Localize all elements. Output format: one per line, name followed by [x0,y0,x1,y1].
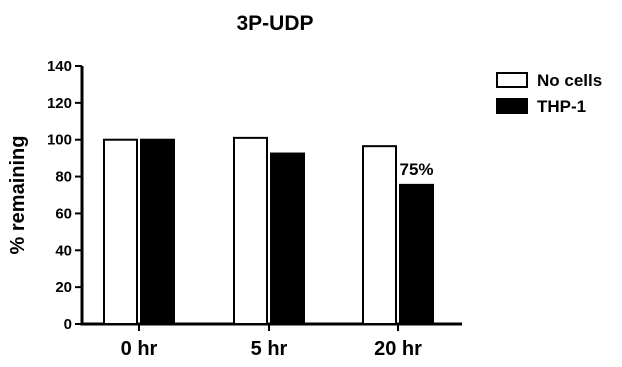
bar-thp-1 [270,152,305,325]
y-tick-label: 40 [55,242,72,259]
legend-label: No cells [537,71,602,90]
legend-swatch-thp-1 [496,98,528,114]
chart-title: 3P-UDP [236,12,313,35]
bar-no-cells [103,138,138,325]
legend-label: THP-1 [537,97,586,116]
y-tick-label: 140 [47,58,72,75]
bar-thp-1 [399,183,434,325]
x-tick-label: 20 hr [374,338,422,360]
y-tick-label: 0 [64,316,72,333]
y-tick-label: 20 [55,279,72,296]
bar-thp-1 [140,138,175,325]
y-tick-label: 80 [55,169,72,186]
data-label: 75% [399,160,433,179]
y-tick-label: 60 [55,205,72,222]
y-tick-label: 120 [47,95,72,112]
x-tick-label: 5 hr [251,338,288,360]
x-tick-label: 0 hr [121,338,158,360]
legend: No cells THP-1 [496,71,602,116]
y-axis-label: % remaining [7,136,29,255]
legend-swatch-no-cells [496,72,528,88]
bar-no-cells [233,136,268,325]
bar-no-cells [362,145,397,325]
y-tick-label: 100 [47,132,72,149]
plot-area: 0 20 40 60 80 100 120 140 0 hr 5 hr 20 hr 75% [47,58,462,360]
